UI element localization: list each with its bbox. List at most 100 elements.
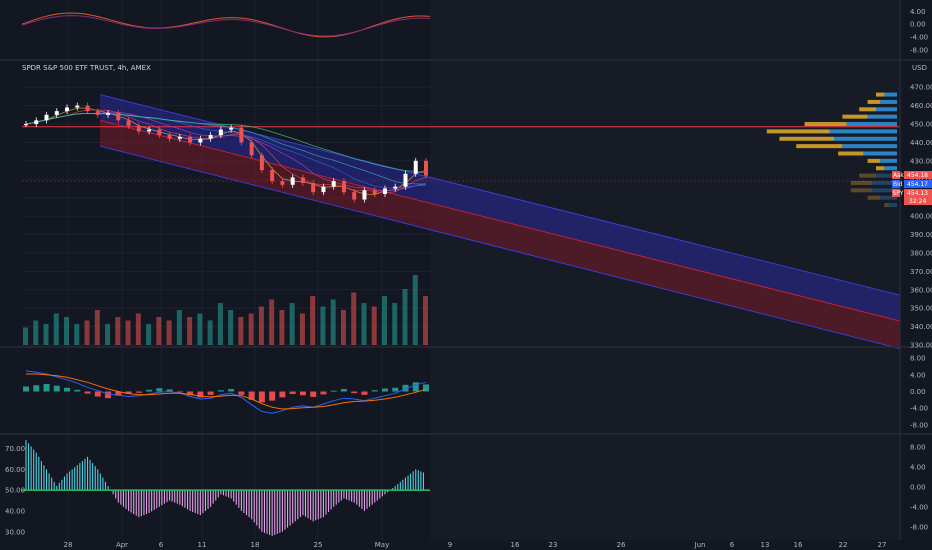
macd-line — [25, 370, 427, 414]
vp-down-bar — [766, 129, 830, 134]
x-tick-5: 25 — [314, 541, 323, 549]
channel-upper-band — [100, 94, 900, 322]
volume-bar — [371, 306, 377, 345]
candle-body — [331, 181, 336, 187]
volume-bar — [217, 303, 223, 345]
vp-down-bar — [804, 122, 847, 127]
volume-bar — [146, 324, 152, 345]
volume-bar — [310, 296, 316, 345]
vp-down-bar — [842, 114, 868, 119]
vp-down-bar — [876, 166, 885, 171]
macd-histogram-bar — [115, 391, 122, 396]
x-tick-7: 9 — [448, 541, 452, 549]
macd-histogram-bar — [340, 389, 347, 392]
vp-up-bar — [867, 114, 897, 119]
price-tick-0: 470.00 — [910, 84, 932, 92]
oscillator-left-tick-0: 70.00 — [5, 445, 25, 453]
candle-body — [44, 114, 49, 121]
macd-histogram-bar — [217, 390, 224, 392]
macd-histogram-bar — [351, 391, 358, 394]
candle-body — [34, 120, 39, 125]
macd-tick-0: 8.00 — [910, 355, 926, 363]
vp-down-bar — [867, 158, 881, 163]
macd-histogram-bar — [43, 384, 50, 392]
x-tick-1: Apr — [116, 541, 128, 549]
x-tick-11: Jun — [694, 541, 706, 549]
x-tick-3: 11 — [198, 541, 207, 549]
price-tick-8: 390.00 — [910, 231, 932, 239]
price-series-layer — [24, 102, 428, 203]
macd-histogram-bar — [299, 391, 306, 396]
macd-histogram-bar — [166, 389, 173, 392]
macd-histogram-bar — [105, 391, 112, 399]
volume-bar — [228, 310, 234, 345]
macd-histogram-bar — [207, 391, 214, 395]
macd-histogram-bar — [238, 391, 245, 395]
top-indicator-tick-3: -8.00 — [910, 46, 928, 54]
volume-bar — [156, 317, 162, 345]
macd-histogram-bar — [381, 388, 388, 392]
macd-histogram-bar — [187, 391, 194, 396]
volume-bar — [115, 317, 121, 345]
volume-bar — [381, 296, 387, 345]
macd-histogram-bar — [289, 391, 296, 394]
vp-down-bar — [779, 136, 834, 141]
volume-bar — [258, 306, 264, 345]
top-indicator-tick-1: 0.00 — [910, 21, 926, 29]
symbol-value-bg — [904, 189, 932, 205]
top-indicator-tick-0: 4.00 — [910, 8, 926, 16]
candle-body — [106, 112, 111, 115]
ask-tag: Ask 454.18 — [892, 171, 932, 179]
macd-histogram-bar — [94, 391, 101, 397]
candle-body — [198, 138, 203, 143]
macd-tick-1: 4.00 — [910, 371, 926, 379]
candle-body — [126, 120, 131, 126]
bid-tag-bg — [892, 180, 900, 188]
price-tick-9: 380.00 — [910, 249, 932, 257]
candle-body — [259, 155, 264, 171]
candle-body — [352, 192, 357, 200]
ask-tag-bg — [892, 171, 900, 179]
volume-bar — [166, 320, 172, 345]
oscillator-right-tick-1: 4.00 — [910, 464, 926, 472]
channel-mid-line — [99, 119, 901, 322]
top-indicator-signal — [21, 15, 431, 37]
candle-body — [177, 136, 182, 139]
candle-body — [280, 181, 285, 185]
volume-bar — [423, 296, 428, 345]
vp-up-bar — [863, 151, 897, 156]
macd-histogram-bar — [33, 385, 40, 392]
x-tick-16: 27 — [878, 541, 887, 549]
x-tick-8: 16 — [511, 541, 520, 549]
volume-bar — [340, 310, 346, 345]
volume-bar — [402, 289, 408, 345]
price-tick-5: 420.00 — [910, 176, 932, 184]
volume-bar — [53, 313, 59, 345]
volume-bar — [248, 313, 254, 345]
macd-histogram-bar — [361, 391, 368, 395]
vp-down-bar — [867, 195, 881, 200]
channel-lower-line — [99, 145, 901, 350]
bid-tag: Bid 454.17 — [892, 180, 932, 188]
macd-histogram-bar — [53, 385, 60, 392]
symbol-tag: SPY 454.13 32:24 — [892, 189, 932, 205]
candle-body — [413, 160, 418, 174]
vp-down-bar — [867, 99, 881, 104]
candle-body — [95, 111, 100, 115]
symbol-label: SPY — [893, 190, 904, 197]
macd-histogram-bar — [146, 389, 153, 392]
macd-histogram-bar — [402, 384, 409, 392]
volume-bar — [330, 299, 336, 345]
volume-bar — [187, 317, 193, 345]
oscillator-right-tick-0: 8.00 — [910, 444, 926, 452]
volume-bars — [23, 275, 428, 345]
candle-body — [341, 181, 346, 193]
macd-signal-line — [26, 373, 427, 410]
volume-bar — [361, 303, 367, 345]
oscillator-left-tick-3: 40.00 — [5, 507, 25, 515]
vp-down-bar — [838, 151, 864, 156]
candle-body — [290, 177, 295, 185]
macd-histogram-bar — [371, 390, 378, 392]
